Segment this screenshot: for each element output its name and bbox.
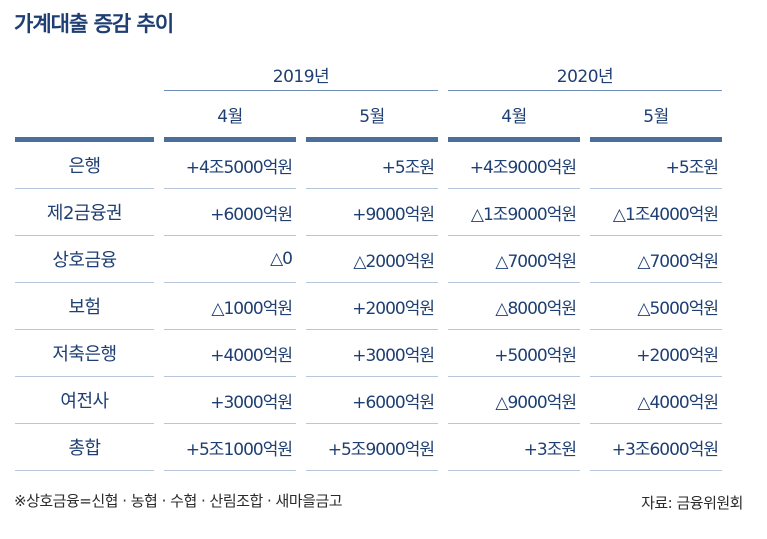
table-cell: △7000억원 bbox=[590, 236, 722, 283]
table-cell: △9000억원 bbox=[448, 377, 580, 424]
table-cell: +3조6000억원 bbox=[590, 424, 722, 471]
table-cell: △8000억원 bbox=[448, 283, 580, 330]
footnote: ※상호금융=신협 · 농협 · 수협 · 산림조합 · 새마을금고 bbox=[14, 492, 343, 510]
year-2020-header: 2020년 bbox=[448, 58, 722, 91]
loan-table: 2019년 2020년 4월 5월 4월 5월 은행 +4조5000억원 +5조원 +… bbox=[15, 58, 722, 471]
year-header-row: 2019년 2020년 bbox=[15, 58, 722, 91]
table-cell: +5조1000억원 bbox=[164, 424, 296, 471]
row-label: 보험 bbox=[15, 283, 154, 330]
year-2019-header: 2019년 bbox=[164, 58, 438, 91]
table-row: 은행 +4조5000억원 +5조원 +4조9000억원 +5조원 bbox=[15, 142, 722, 189]
table-cell: △7000억원 bbox=[448, 236, 580, 283]
row-label: 은행 bbox=[15, 142, 154, 189]
table-cell: △1000억원 bbox=[164, 283, 296, 330]
month-header-blank bbox=[15, 91, 154, 142]
month-header: 5월 bbox=[306, 91, 438, 142]
table-cell: △1조9000억원 bbox=[448, 189, 580, 236]
month-header: 4월 bbox=[448, 91, 580, 142]
table-cell: +2000억원 bbox=[590, 330, 722, 377]
table-row: 총합 +5조1000억원 +5조9000억원 +3조원 +3조6000억원 bbox=[15, 424, 722, 471]
table-cell: +5000억원 bbox=[448, 330, 580, 377]
source-credit: 자료: 금융위원회 bbox=[641, 494, 743, 512]
table-row: 보험 △1000억원 +2000억원 △8000억원 △5000억원 bbox=[15, 283, 722, 330]
table-cell: △1조4000억원 bbox=[590, 189, 722, 236]
month-header-row: 4월 5월 4월 5월 bbox=[15, 91, 722, 142]
table-row: 제2금융권 +6000억원 +9000억원 △1조9000억원 △1조4000억원 bbox=[15, 189, 722, 236]
table-cell: +5조9000억원 bbox=[306, 424, 438, 471]
table-cell: +9000억원 bbox=[306, 189, 438, 236]
table-cell: +3000억원 bbox=[306, 330, 438, 377]
table-row: 여전사 +3000억원 +6000억원 △9000억원 △4000억원 bbox=[15, 377, 722, 424]
table-cell: +6000억원 bbox=[164, 189, 296, 236]
table-cell: +3조원 bbox=[448, 424, 580, 471]
table-cell: +5조원 bbox=[306, 142, 438, 189]
table-cell: △2000억원 bbox=[306, 236, 438, 283]
month-header: 5월 bbox=[590, 91, 722, 142]
page-title: 가계대출 증감 추이 bbox=[14, 12, 174, 36]
row-label: 제2금융권 bbox=[15, 189, 154, 236]
table-cell: +2000억원 bbox=[306, 283, 438, 330]
table-cell: △4000억원 bbox=[590, 377, 722, 424]
row-label: 여전사 bbox=[15, 377, 154, 424]
table-cell: +4조9000억원 bbox=[448, 142, 580, 189]
month-header: 4월 bbox=[164, 91, 296, 142]
row-label: 상호금융 bbox=[15, 236, 154, 283]
row-label: 총합 bbox=[15, 424, 154, 471]
table-cell: +4000억원 bbox=[164, 330, 296, 377]
table-cell: +6000억원 bbox=[306, 377, 438, 424]
table-cell: △0 bbox=[164, 236, 296, 283]
table-cell: +3000억원 bbox=[164, 377, 296, 424]
row-label: 저축은행 bbox=[15, 330, 154, 377]
table-cell: +5조원 bbox=[590, 142, 722, 189]
table-row: 상호금융 △0 △2000억원 △7000억원 △7000억원 bbox=[15, 236, 722, 283]
table-cell: △5000억원 bbox=[590, 283, 722, 330]
table-row: 저축은행 +4000억원 +3000억원 +5000억원 +2000억원 bbox=[15, 330, 722, 377]
table-cell: +4조5000억원 bbox=[164, 142, 296, 189]
year-header-blank bbox=[15, 58, 154, 91]
